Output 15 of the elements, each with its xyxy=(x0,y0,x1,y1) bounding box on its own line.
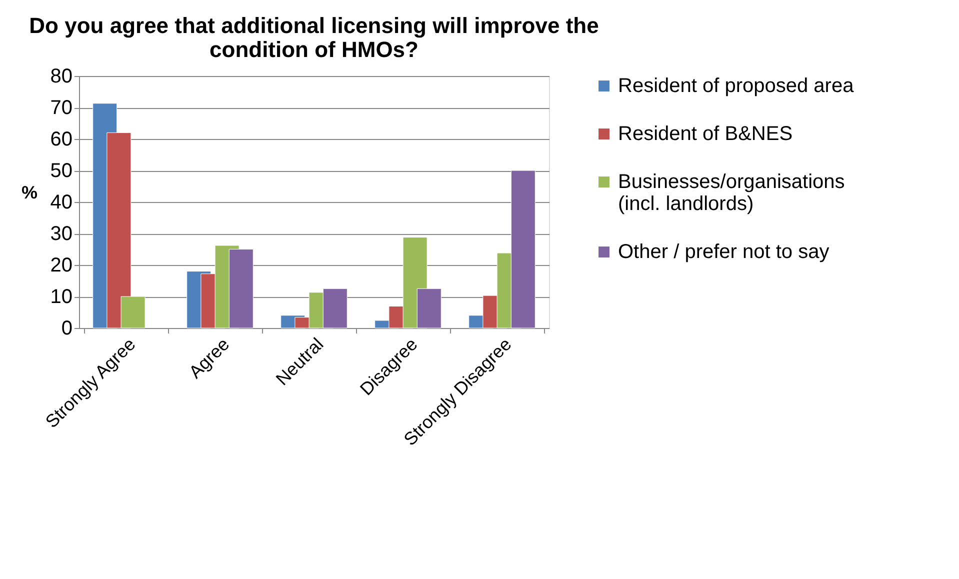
y-tick-label: 20 xyxy=(50,254,72,276)
y-tick-label: 60 xyxy=(50,128,72,150)
legend-label: Businesses/organisations (incl. landlords) xyxy=(618,171,845,215)
chart-title: Do you agree that additional licensing will improve the condition of HMOs? xyxy=(29,13,599,62)
y-tick-label: 40 xyxy=(50,192,72,214)
y-tick-label: 0 xyxy=(61,318,72,340)
y-tick-label: 50 xyxy=(50,160,72,182)
legend-label: Other / prefer not to say xyxy=(618,241,830,263)
y-tick-label: 70 xyxy=(50,97,72,119)
y-tick-label: 80 xyxy=(50,66,72,88)
y-tick-label: 30 xyxy=(50,223,72,245)
y-axis-title: % xyxy=(21,182,38,202)
legend-label: Resident of B&NES xyxy=(618,123,793,145)
y-tick-label: 10 xyxy=(50,286,72,308)
legend-label: Resident of proposed area xyxy=(618,75,855,97)
